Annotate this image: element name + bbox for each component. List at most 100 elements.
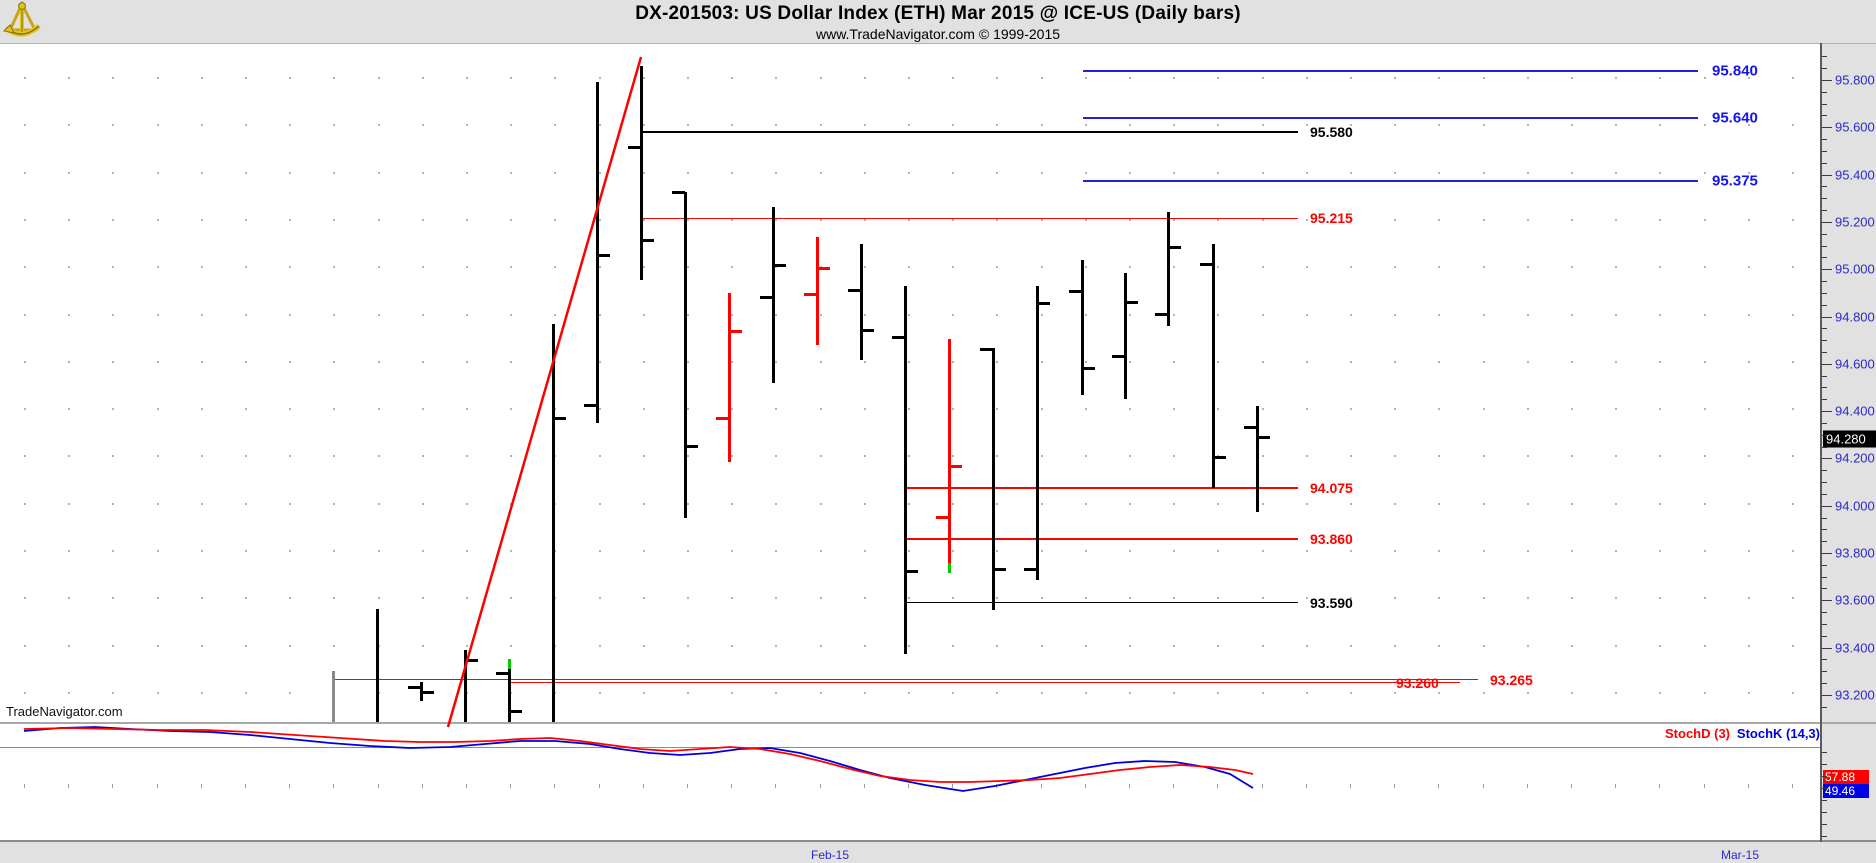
- grid-dot: [1394, 550, 1397, 552]
- ohlc-bar[interactable]: [903, 285, 907, 654]
- stochd-current-value: 57.88: [1823, 770, 1869, 784]
- grid-dot: [1350, 691, 1352, 694]
- grid-dot: [289, 124, 292, 127]
- level-label-95.215[interactable]: 95.215: [1310, 210, 1353, 227]
- ohlc-bar[interactable]: [771, 206, 775, 383]
- grid-dot: [952, 455, 955, 458]
- grid-dot: [1703, 124, 1706, 127]
- ohlc-open-tick: [1112, 355, 1125, 359]
- grid-dot: [421, 266, 424, 269]
- level-line-93.265[interactable]: [333, 678, 1478, 681]
- ohlc-bar[interactable]: [639, 65, 643, 280]
- grid-dot: [1659, 266, 1662, 269]
- stochd-legend-label[interactable]: StochD (3): [1665, 726, 1730, 741]
- grid-dot: [289, 171, 292, 174]
- grid-dot: [952, 550, 955, 552]
- grid-dot: [1526, 597, 1529, 600]
- grid-dot: [24, 502, 26, 505]
- level-label-93.265[interactable]: 93.265: [1490, 671, 1533, 688]
- level-label-95.640[interactable]: 95.640: [1712, 109, 1758, 127]
- grid-dot: [1438, 266, 1441, 269]
- level-line-95.640[interactable]: [1083, 116, 1698, 119]
- ohlc-bar[interactable]: [815, 237, 819, 345]
- stoch-grid-tick: [1438, 784, 1440, 788]
- panel-separator-bottom[interactable]: [0, 840, 1876, 842]
- tradenavigator-sextant-logo: [2, 1, 41, 37]
- ohlc-bar[interactable]: [1255, 406, 1259, 512]
- level-label-93.590[interactable]: 93.590: [1310, 594, 1353, 611]
- grid-dot: [289, 691, 292, 694]
- level-label-95.580[interactable]: 95.580: [1310, 124, 1353, 141]
- ohlc-bar[interactable]: [859, 244, 863, 361]
- grid-dot: [687, 77, 689, 79]
- grid-dot: [1129, 77, 1131, 79]
- grid-dot: [510, 124, 513, 127]
- level-line-94.075[interactable]: [904, 487, 1298, 489]
- date-label-Feb-15: Feb-15: [810, 848, 850, 862]
- level-label-95.375[interactable]: 95.375: [1712, 172, 1758, 189]
- grid-dot: [1173, 644, 1176, 647]
- ohlc-bar[interactable]: [1035, 285, 1039, 581]
- stochk-legend-label[interactable]: StochK (14,3): [1736, 726, 1820, 741]
- grid-dot: [1217, 408, 1220, 411]
- grid-dot: [1084, 171, 1087, 174]
- grid-dot: [819, 313, 822, 316]
- ohlc-bar[interactable]: [1211, 244, 1215, 488]
- stoch-grid-tick: [200, 784, 202, 788]
- grid-dot: [1040, 360, 1043, 363]
- price-axis-tick: [1822, 127, 1832, 129]
- grid-dot: [554, 266, 557, 269]
- grid-dot: [598, 455, 601, 458]
- grid-dot: [952, 597, 955, 600]
- grid-dot: [156, 550, 159, 552]
- stochk-current-value: 49.46: [1823, 784, 1869, 798]
- grid-dot: [1615, 124, 1618, 127]
- grid-dot: [554, 77, 557, 79]
- stochastic-plot-area[interactable]: [0, 724, 1820, 840]
- ohlc-bar[interactable]: [947, 338, 951, 565]
- level-label-93.260[interactable]: 93.260: [1396, 674, 1439, 691]
- ohlc-bar[interactable]: [551, 323, 555, 723]
- grid-dot: [466, 313, 468, 316]
- ohlc-bar[interactable]: [331, 671, 335, 723]
- ohlc-bar[interactable]: [1166, 212, 1170, 326]
- grid-dot: [1217, 218, 1220, 221]
- level-line-93.860[interactable]: [904, 538, 1298, 540]
- price-axis-tick: [1822, 186, 1827, 188]
- ohlc-close-tick: [1257, 435, 1270, 439]
- panel-separator[interactable]: [0, 722, 1876, 724]
- stoch-grid-tick: [598, 784, 600, 788]
- ohlc-bar[interactable]: [683, 192, 687, 518]
- grid-dot: [421, 124, 424, 127]
- level-line-95.375[interactable]: [1083, 179, 1698, 182]
- level-line-93.260[interactable]: [509, 681, 1460, 684]
- grid-dot: [1305, 408, 1308, 411]
- ohlc-bar[interactable]: [375, 608, 379, 723]
- grid-dot: [1350, 597, 1352, 600]
- level-line-95.215[interactable]: [642, 217, 1298, 220]
- level-line-93.590[interactable]: [904, 601, 1298, 604]
- ohlc-bar[interactable]: [991, 348, 995, 610]
- grid-dot: [952, 124, 955, 127]
- ohlc-close-tick: [509, 709, 522, 713]
- level-line-95.840[interactable]: [1083, 69, 1698, 72]
- grid-dot: [554, 502, 557, 505]
- level-label-94.075[interactable]: 94.075: [1310, 479, 1353, 496]
- level-label-93.860[interactable]: 93.860: [1310, 530, 1353, 547]
- ohlc-bar[interactable]: [1123, 272, 1127, 400]
- grid-dot: [775, 550, 778, 552]
- grid-dot: [510, 313, 513, 316]
- grid-dot: [112, 691, 115, 694]
- grid-dot: [1747, 266, 1750, 269]
- grid-dot: [1615, 455, 1618, 458]
- stoch-grid-tick: [245, 784, 246, 788]
- level-line-95.580[interactable]: [643, 131, 1298, 134]
- grid-dot: [1129, 313, 1131, 316]
- ohlc-bar[interactable]: [1080, 259, 1084, 395]
- grid-dot: [1571, 597, 1573, 600]
- grid-dot: [908, 691, 910, 694]
- price-plot-area[interactable]: [0, 44, 1820, 722]
- grid-dot: [1615, 502, 1618, 505]
- level-label-95.840[interactable]: 95.840: [1712, 62, 1758, 80]
- ohlc-bar[interactable]: [727, 292, 731, 462]
